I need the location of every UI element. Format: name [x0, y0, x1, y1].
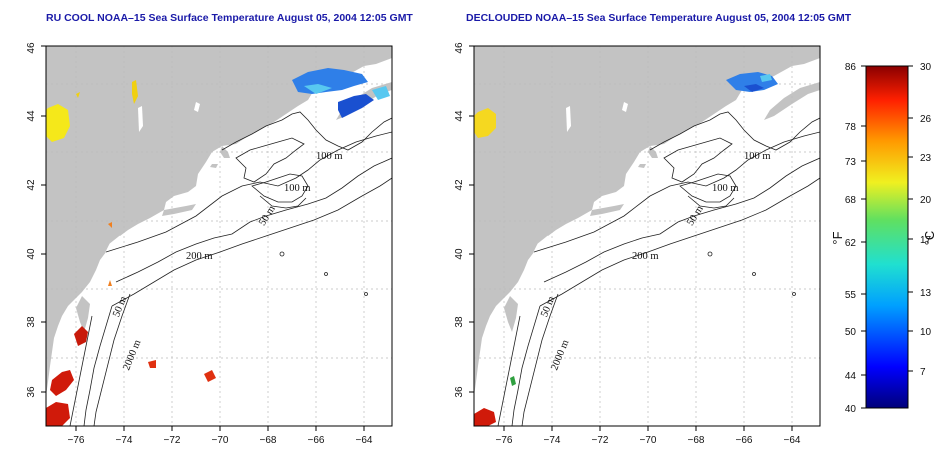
lon-tick-label: −70 — [640, 435, 657, 446]
lon-tick-label: −64 — [356, 435, 373, 446]
colorbar-gradient — [865, 65, 909, 409]
lat-tick-label: 46 — [454, 42, 465, 54]
lon-tick-label: −68 — [688, 435, 705, 446]
celsius-tick-label: 26 — [920, 114, 932, 125]
lat-tick-label: 38 — [454, 316, 465, 328]
right-map-panel: 100 m 100 m 50 m 200 m 50 m 2000 m — [454, 42, 821, 446]
fahrenheit-tick-labels: 86 78 73 68 62 55 50 44 40 — [845, 62, 857, 415]
lat-tick-label: 40 — [454, 248, 465, 260]
fahrenheit-tick-label: 78 — [845, 122, 857, 133]
contour-label-left-2: 100 m — [284, 183, 311, 194]
lon-tick-label: −76 — [68, 435, 85, 446]
lon-tick-label: −64 — [784, 435, 801, 446]
lon-tick-label: −74 — [116, 435, 133, 446]
right-lat-tick-labels: 36 38 40 42 44 46 — [454, 42, 465, 398]
contour-label-left-4: 200 m — [186, 251, 213, 262]
contour-label-right-2: 100 m — [712, 183, 739, 194]
fahrenheit-unit-label: °F — [830, 231, 845, 244]
celsius-tick-label: 17 — [920, 235, 932, 246]
fahrenheit-tick-label: 86 — [845, 62, 857, 73]
fahrenheit-tick-label: 62 — [845, 238, 857, 249]
left-axis-ticks — [41, 45, 365, 431]
lat-tick-label: 40 — [26, 248, 37, 260]
celsius-tick-label: 10 — [920, 327, 932, 338]
fahrenheit-tick-label: 55 — [845, 290, 857, 301]
right-lon-tick-labels: −76 −74 −72 −70 −68 −66 −64 — [496, 435, 801, 446]
fahrenheit-tick-label: 68 — [845, 195, 857, 206]
lat-tick-label: 36 — [454, 386, 465, 398]
right-axis-ticks — [469, 45, 793, 431]
celsius-unit-label: °C — [922, 231, 937, 246]
lon-tick-label: −66 — [308, 435, 325, 446]
lon-tick-label: −72 — [164, 435, 181, 446]
lat-tick-label: 46 — [26, 42, 37, 54]
lat-tick-label: 42 — [454, 179, 465, 191]
contour-label-right-4: 200 m — [632, 251, 659, 262]
celsius-tick-label: 13 — [920, 288, 932, 299]
left-lat-tick-labels: 36 38 40 42 44 46 — [26, 42, 37, 398]
sst-data-patches-right — [474, 72, 778, 426]
lon-tick-label: −72 — [592, 435, 609, 446]
contour-label-right-1: 100 m — [744, 151, 771, 162]
celsius-tick-label: 30 — [920, 62, 932, 73]
fahrenheit-tick-label: 50 — [845, 327, 857, 338]
celsius-tick-labels: 30 26 23 20 17 13 10 7 — [920, 62, 932, 378]
right-panel-title: DECLOUDED NOAA–15 Sea Surface Temperatur… — [466, 12, 852, 24]
lon-tick-label: −76 — [496, 435, 513, 446]
contour-label-left-1: 100 m — [316, 151, 343, 162]
lon-tick-label: −68 — [260, 435, 277, 446]
lat-tick-label: 44 — [454, 110, 465, 122]
left-map-panel: 100 m 100 m 50 m 200 m 50 m 2000 m — [26, 42, 393, 446]
lat-tick-label: 38 — [26, 316, 37, 328]
celsius-tick-label: 20 — [920, 195, 932, 206]
colorbar: 86 78 73 68 62 55 50 44 40 30 26 23 20 1… — [830, 62, 937, 415]
lat-tick-label: 36 — [26, 386, 37, 398]
lon-tick-label: −70 — [212, 435, 229, 446]
lon-tick-label: −66 — [736, 435, 753, 446]
left-panel-title: RU COOL NOAA–15 Sea Surface Temperature … — [46, 12, 413, 24]
celsius-tick-label: 23 — [920, 153, 932, 164]
fahrenheit-tick-label: 73 — [845, 157, 857, 168]
lon-tick-label: −74 — [544, 435, 561, 446]
lat-tick-label: 42 — [26, 179, 37, 191]
sst-data-patches-left — [46, 68, 390, 426]
fahrenheit-tick-label: 44 — [845, 371, 857, 382]
lat-tick-label: 44 — [26, 110, 37, 122]
left-lon-tick-labels: −76 −74 −72 −70 −68 −66 −64 — [68, 435, 373, 446]
fahrenheit-tick-label: 40 — [845, 404, 857, 415]
celsius-tick-label: 7 — [920, 367, 926, 378]
